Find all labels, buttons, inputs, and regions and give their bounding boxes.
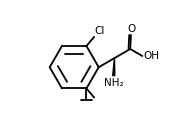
Text: OH: OH: [143, 51, 159, 61]
Text: Cl: Cl: [95, 26, 105, 36]
Polygon shape: [113, 58, 115, 76]
Text: NH₂: NH₂: [104, 78, 123, 88]
Text: O: O: [127, 24, 135, 34]
